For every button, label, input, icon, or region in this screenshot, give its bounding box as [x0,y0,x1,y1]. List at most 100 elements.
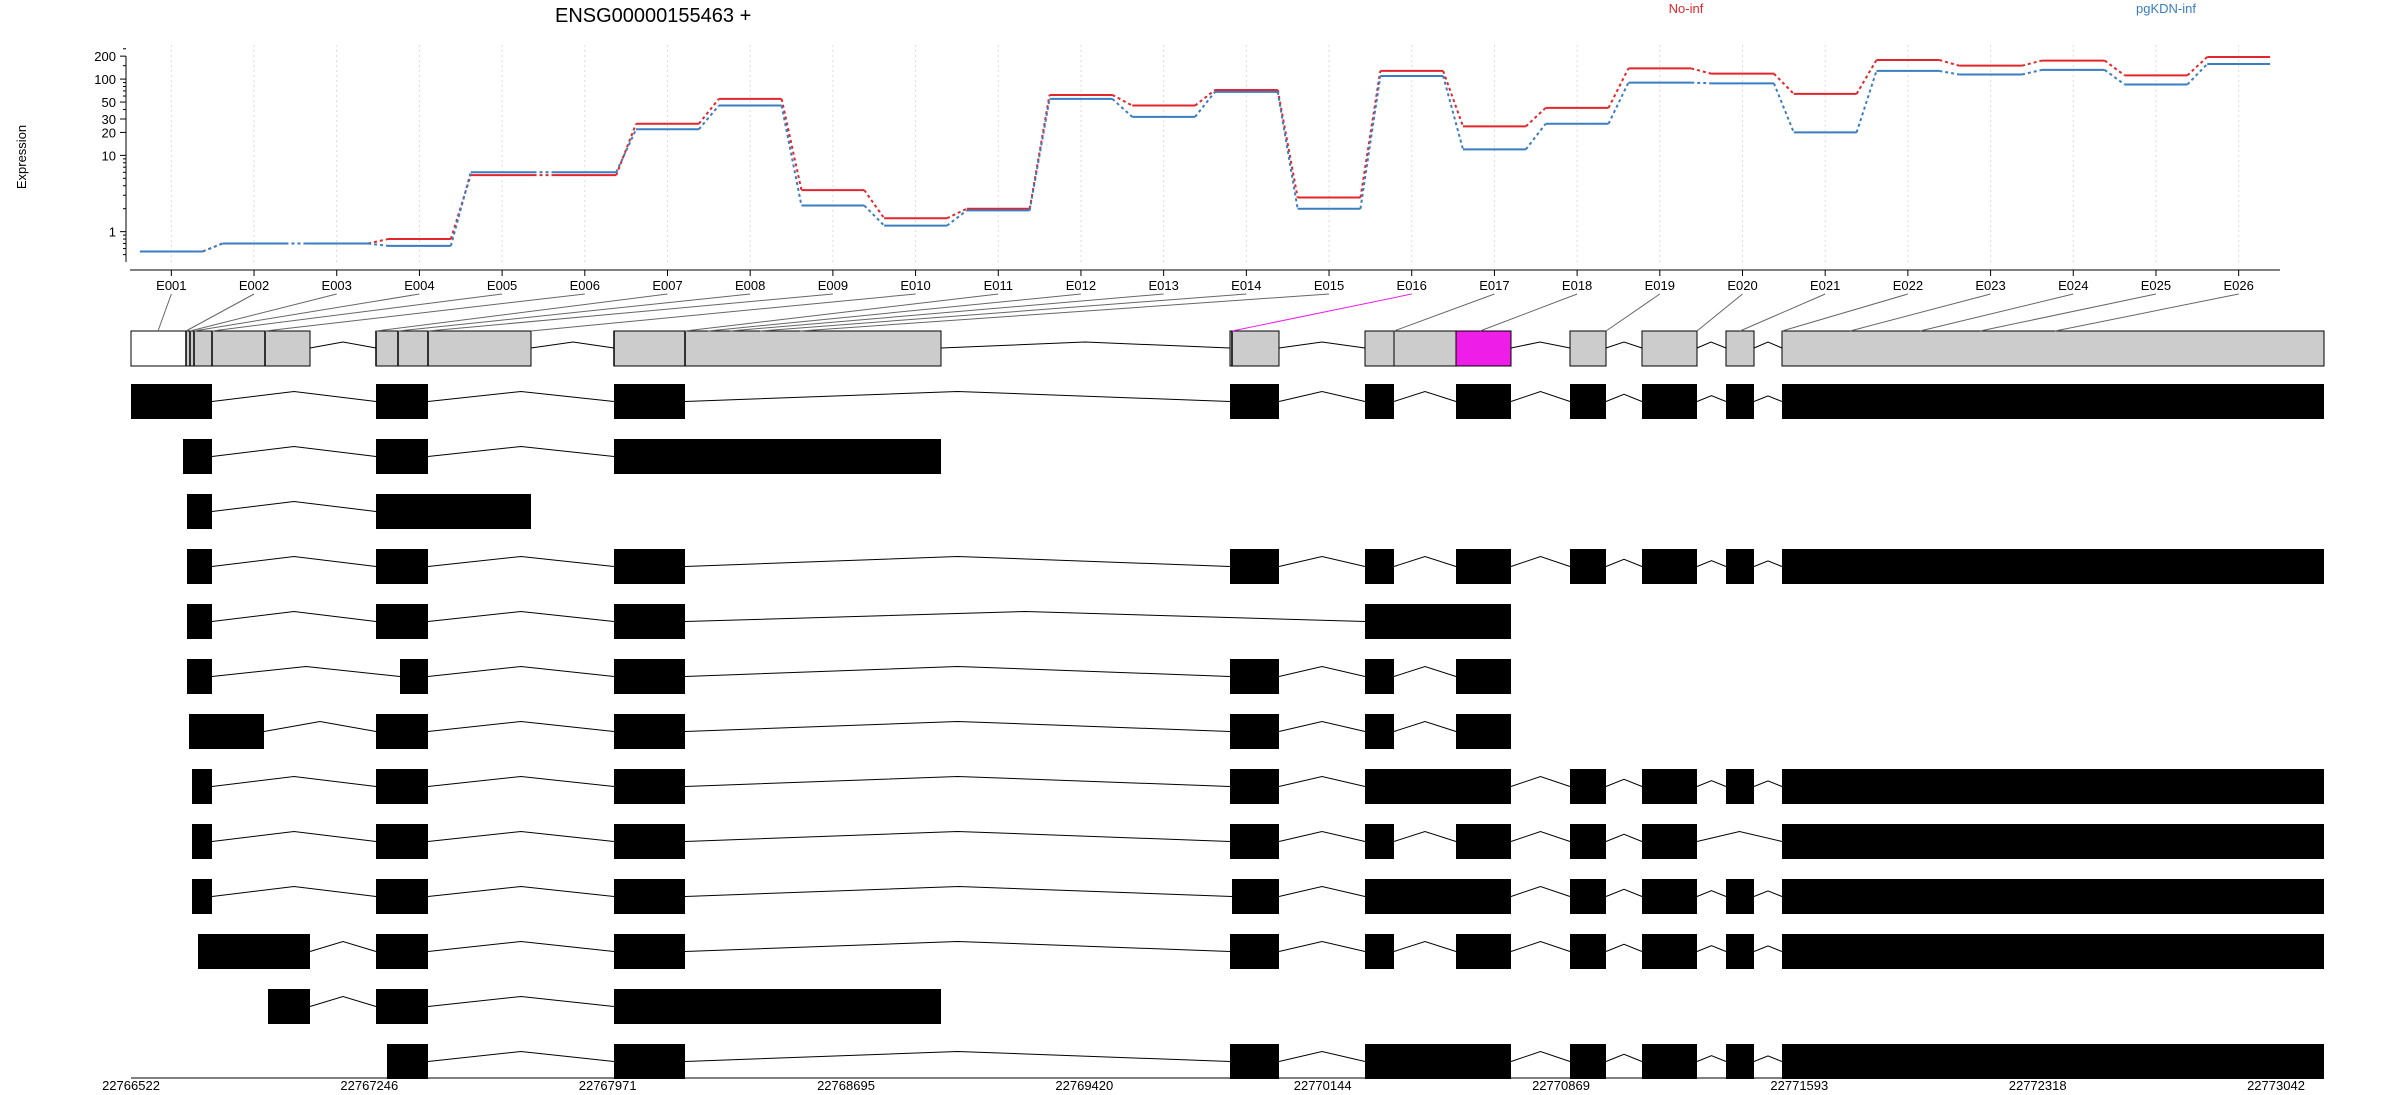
transcript-exon [376,439,428,474]
intron-line [684,940,1231,952]
x-tick-label: E026 [2223,278,2253,293]
intron-line [1393,940,1457,952]
transcript-exon [198,934,310,969]
intron-line [1753,1055,1783,1062]
intron-line [211,555,377,567]
transcript-exon [1365,659,1394,694]
series-connector [1111,94,1133,107]
exon-connector [427,293,833,332]
exon-connector [189,293,337,332]
series-connector [449,174,472,240]
intron-line [1510,390,1571,402]
series-connector [1939,59,1960,67]
exon-bin [1641,330,1698,367]
series-connector [780,98,803,191]
transcript-exon [376,604,428,639]
series-connector [2104,59,2126,77]
intron-line [1753,560,1783,567]
transcript-exon [189,714,264,749]
genomic-tick-label: 22772318 [2009,1078,2067,1090]
exon-bin [211,330,311,367]
transcript-exon [376,549,428,584]
transcript-exon [1726,384,1754,419]
x-tick-label: E023 [1975,278,2005,293]
transcript-exon [1642,879,1697,914]
transcript-exon [614,714,685,749]
intron-line [309,995,377,1007]
exon-bin [1364,330,1395,367]
transcript-exon [1782,879,2324,914]
x-tick-label: E018 [1562,278,1592,293]
exon-connector [684,293,999,332]
x-tick-label: E001 [156,278,186,293]
exon-bin [1781,330,2325,367]
intron-line [211,775,377,787]
x-tick-label: E010 [900,278,930,293]
transcript-exon [1232,879,1279,914]
intron-line [1510,940,1571,952]
x-tick-label: E009 [818,278,848,293]
transcript-exon [1726,879,1754,914]
intron-line [427,995,615,1007]
transcript-exon [376,384,428,419]
exon-connector [1696,293,1743,332]
legend-pgkdn-inf: pgKDN-inf [2136,1,2196,16]
transcript-exon [1230,714,1279,749]
exon-connector [707,293,1082,332]
transcript-1 [131,384,2324,419]
exon-connector [2054,293,2239,332]
intron-line [1605,558,1643,567]
transcript-exon [614,1044,685,1079]
transcript-exon [192,879,212,914]
transcript-exon [1642,934,1697,969]
transcript-11 [198,934,2324,969]
exon-connector [1979,293,2157,332]
transcript-exon [376,989,428,1024]
x-tick-label: E020 [1727,278,1757,293]
genomic-tick-label: 22768695 [817,1078,875,1090]
intron-line [1278,940,1366,952]
exon-connector [193,293,420,332]
intron-line [1510,775,1571,787]
series-connector [1111,98,1133,118]
transcript-exon [1570,879,1606,914]
transcript-exon [376,934,428,969]
transcript-exon [376,824,428,859]
transcript-exon [268,989,310,1024]
transcript-13 [387,1044,2324,1079]
x-tick-label: E025 [2141,278,2171,293]
intron-line [211,665,401,677]
transcript-exon [1365,714,1394,749]
transcript-9 [192,824,2324,859]
series-connector [698,104,720,130]
intron-line [309,341,377,349]
exon-bin [1569,330,1607,367]
x-tick-label: E024 [2058,278,2088,293]
exon-bin [375,330,429,367]
y-tick-label: 50 [102,95,116,110]
intron-line [211,885,377,897]
intron-line [1696,395,1727,402]
series-connector [1855,59,1878,95]
exon-connector [729,293,1164,332]
exon-connector [1231,293,1412,332]
transcript-exon [1456,659,1511,694]
transcript-5 [187,604,1511,639]
exon-connector [1919,293,2074,332]
x-tick-label: E003 [322,278,352,293]
series-connector [2186,56,2208,77]
intron-line [1393,720,1457,732]
intron-line [309,940,377,952]
series-connector [449,172,472,247]
transcript-exon [1642,549,1697,584]
intron-line [1278,665,1366,677]
intron-line [940,341,1231,349]
x-tick-label: E002 [239,278,269,293]
exon-bin [1725,330,1755,367]
transcript-exon [614,384,685,419]
exon-connector [1781,293,1909,332]
series-connector [1855,70,1878,133]
intron-line [1605,341,1643,349]
intron-line [211,500,377,512]
transcript-exon [614,934,685,969]
